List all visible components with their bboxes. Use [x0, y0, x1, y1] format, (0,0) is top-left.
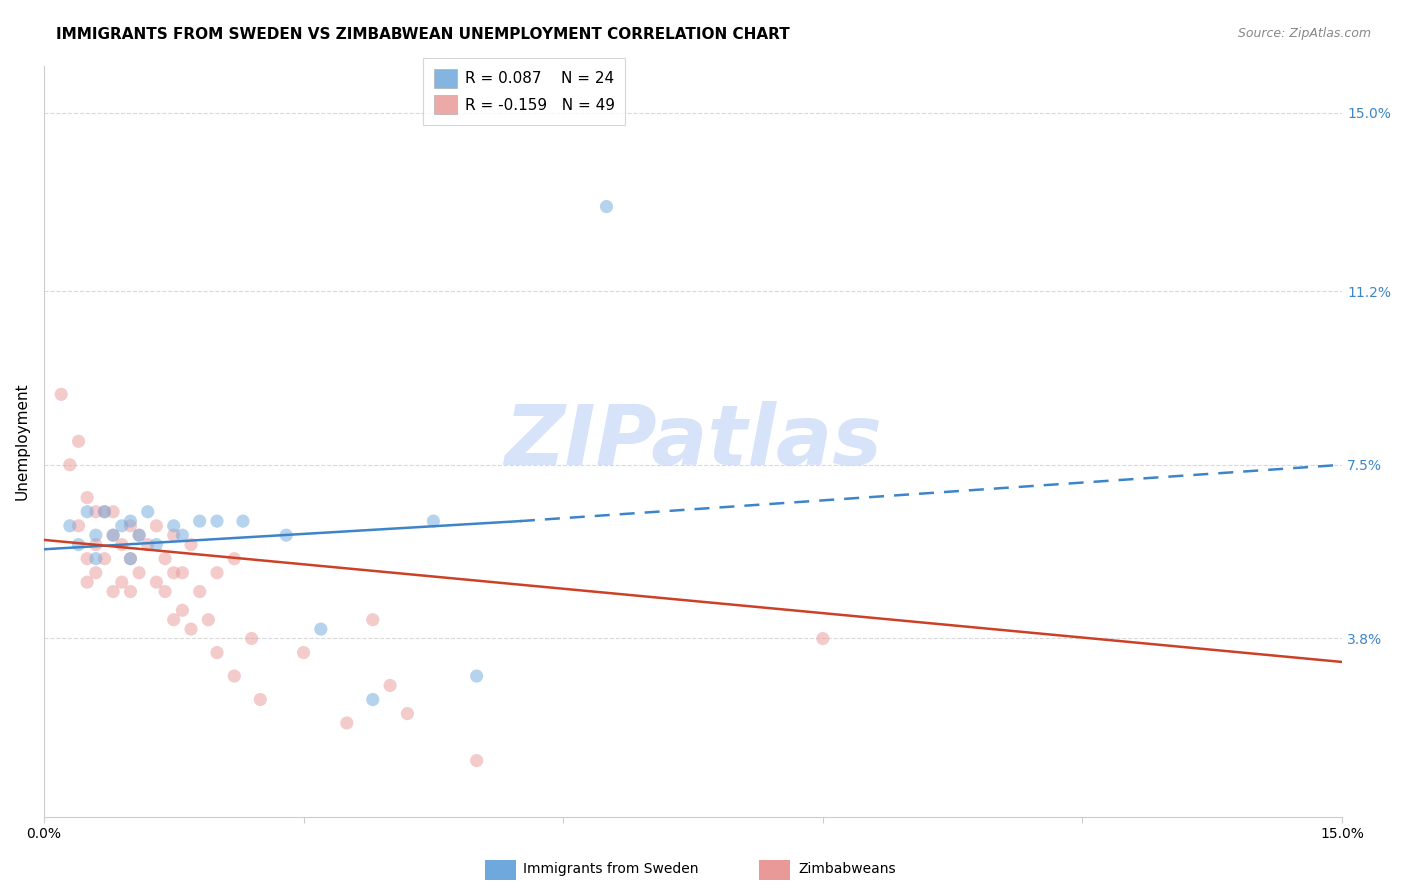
Point: [153, 584, 176, 599]
Point: [396, 706, 419, 721]
Point: [120, 584, 142, 599]
Point: [84, 538, 107, 552]
Point: [465, 669, 488, 683]
Point: [172, 566, 194, 580]
Point: [145, 575, 167, 590]
Point: [240, 632, 263, 646]
Point: [76, 505, 98, 519]
Point: [76, 551, 98, 566]
Text: IMMIGRANTS FROM SWEDEN VS ZIMBABWEAN UNEMPLOYMENT CORRELATION CHART: IMMIGRANTS FROM SWEDEN VS ZIMBABWEAN UNE…: [56, 27, 790, 42]
Point: [224, 669, 246, 683]
Point: [67, 538, 90, 552]
Point: [59, 458, 82, 472]
Point: [128, 528, 150, 542]
Point: [111, 518, 134, 533]
Point: [422, 514, 444, 528]
Point: [93, 505, 115, 519]
Point: [59, 518, 82, 533]
Point: [101, 505, 124, 519]
Point: [67, 518, 90, 533]
Point: [188, 514, 211, 528]
Point: [111, 575, 134, 590]
Point: [145, 538, 167, 552]
Point: [111, 538, 134, 552]
Point: [101, 528, 124, 542]
Point: [145, 518, 167, 533]
Point: [163, 518, 186, 533]
Point: [163, 613, 186, 627]
Point: [180, 622, 202, 636]
Legend: R = 0.087    N = 24, R = -0.159   N = 49: R = 0.087 N = 24, R = -0.159 N = 49: [423, 58, 626, 125]
Point: [163, 528, 186, 542]
Point: [180, 538, 202, 552]
Point: [76, 491, 98, 505]
Point: [67, 434, 90, 449]
Point: [197, 613, 219, 627]
Y-axis label: Unemployment: Unemployment: [15, 383, 30, 500]
Point: [172, 528, 194, 542]
Point: [224, 551, 246, 566]
Text: Zimbabweans: Zimbabweans: [799, 862, 896, 876]
Point: [205, 646, 228, 660]
Point: [172, 603, 194, 617]
Point: [163, 566, 186, 580]
Point: [811, 632, 834, 646]
Point: [128, 528, 150, 542]
Point: [120, 551, 142, 566]
Point: [361, 613, 384, 627]
Text: Immigrants from Sweden: Immigrants from Sweden: [523, 862, 699, 876]
Point: [101, 528, 124, 542]
Point: [136, 538, 159, 552]
Point: [93, 505, 115, 519]
Point: [93, 551, 115, 566]
Point: [84, 505, 107, 519]
Point: [120, 514, 142, 528]
Point: [128, 566, 150, 580]
Point: [76, 575, 98, 590]
Point: [205, 514, 228, 528]
Point: [232, 514, 254, 528]
Point: [120, 551, 142, 566]
Point: [120, 518, 142, 533]
Point: [84, 566, 107, 580]
Point: [101, 584, 124, 599]
Point: [378, 678, 401, 692]
Point: [153, 551, 176, 566]
Point: [84, 528, 107, 542]
Point: [595, 200, 617, 214]
Point: [309, 622, 332, 636]
Text: Source: ZipAtlas.com: Source: ZipAtlas.com: [1237, 27, 1371, 40]
Point: [51, 387, 73, 401]
Point: [465, 754, 488, 768]
Point: [188, 584, 211, 599]
Point: [84, 551, 107, 566]
Point: [292, 646, 315, 660]
Text: ZIPatlas: ZIPatlas: [505, 401, 882, 482]
Point: [361, 692, 384, 706]
Point: [336, 716, 359, 731]
Point: [249, 692, 271, 706]
Point: [276, 528, 298, 542]
Point: [136, 505, 159, 519]
Point: [205, 566, 228, 580]
